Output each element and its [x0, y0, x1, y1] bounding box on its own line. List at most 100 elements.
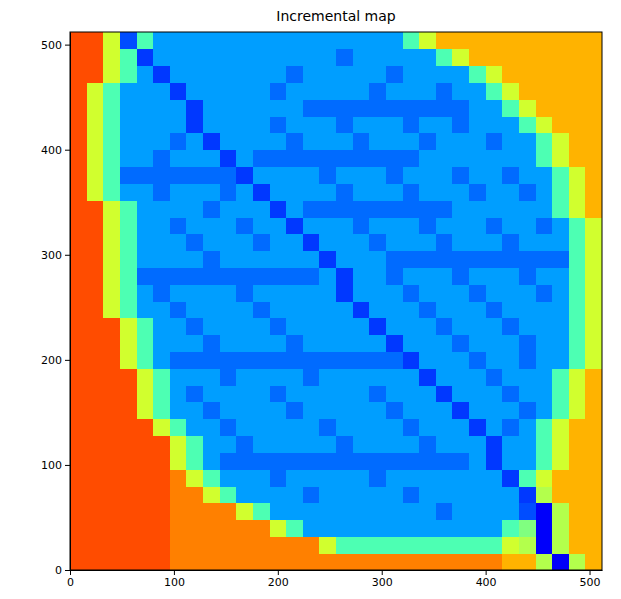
heatmap-cell — [452, 267, 469, 284]
x-tick-mark — [382, 570, 383, 575]
heatmap-cell — [569, 200, 586, 217]
heatmap-cell — [569, 318, 586, 335]
heatmap-cell — [70, 284, 87, 301]
heatmap-cell — [270, 503, 287, 520]
heatmap-cell — [203, 419, 220, 436]
heatmap-cell — [253, 503, 270, 520]
heatmap-cell — [419, 402, 436, 419]
heatmap-cell — [253, 318, 270, 335]
heatmap-cell — [286, 99, 303, 116]
heatmap-cell — [186, 368, 203, 385]
heatmap-cell — [253, 267, 270, 284]
heatmap-cell — [585, 402, 602, 419]
heatmap-cell — [353, 335, 370, 352]
heatmap-cell — [369, 553, 386, 570]
heatmap-cell — [70, 32, 87, 49]
heatmap-cell — [186, 301, 203, 318]
heatmap-cell — [303, 234, 320, 251]
heatmap-cell — [220, 368, 237, 385]
heatmap-cell — [519, 167, 536, 184]
heatmap-cell — [386, 183, 403, 200]
heatmap-cell — [319, 351, 336, 368]
heatmap-cell — [319, 335, 336, 352]
heatmap-cell — [236, 419, 253, 436]
heatmap-cell — [502, 183, 519, 200]
heatmap-cell — [236, 318, 253, 335]
heatmap-cell — [87, 251, 104, 268]
heatmap-cell — [286, 335, 303, 352]
heatmap-cell — [170, 351, 187, 368]
heatmap-cell — [319, 318, 336, 335]
heatmap-cell — [253, 368, 270, 385]
heatmap-cell — [286, 452, 303, 469]
heatmap-cell — [137, 335, 154, 352]
heatmap-cell — [319, 49, 336, 66]
heatmap-cell — [270, 99, 287, 116]
heatmap-cell — [120, 82, 137, 99]
heatmap-cell — [486, 82, 503, 99]
heatmap-cell — [236, 436, 253, 453]
heatmap-cell — [137, 301, 154, 318]
heatmap-cell — [137, 99, 154, 116]
heatmap-cell — [137, 32, 154, 49]
heatmap-cell — [469, 167, 486, 184]
heatmap-cell — [220, 553, 237, 570]
heatmap-cell — [270, 301, 287, 318]
heatmap-cell — [519, 503, 536, 520]
heatmap-cell — [319, 183, 336, 200]
heatmap-cell — [369, 133, 386, 150]
heatmap-cell — [87, 553, 104, 570]
heatmap-cell — [436, 32, 453, 49]
heatmap-cell — [469, 318, 486, 335]
heatmap-cell — [319, 469, 336, 486]
heatmap-cell — [236, 486, 253, 503]
heatmap-cell — [486, 217, 503, 234]
heatmap-cell — [253, 385, 270, 402]
heatmap-cell — [270, 167, 287, 184]
heatmap-cell — [203, 436, 220, 453]
heatmap-cell — [236, 503, 253, 520]
heatmap-cell — [170, 301, 187, 318]
heatmap-cell — [120, 385, 137, 402]
heatmap-cell — [469, 335, 486, 352]
heatmap-cell — [403, 452, 420, 469]
heatmap-cell — [502, 486, 519, 503]
heatmap-cell — [419, 351, 436, 368]
heatmap-cell — [353, 267, 370, 284]
heatmap-cell — [552, 318, 569, 335]
heatmap-cell — [236, 335, 253, 352]
heatmap-cell — [87, 486, 104, 503]
heatmap-cell — [103, 452, 120, 469]
heatmap-cell — [203, 217, 220, 234]
heatmap-cell — [270, 234, 287, 251]
heatmap-cell — [552, 133, 569, 150]
heatmap-cell — [70, 267, 87, 284]
heatmap-cell — [419, 520, 436, 537]
heatmap-cell — [87, 318, 104, 335]
heatmap-cell — [403, 503, 420, 520]
heatmap-cell — [569, 167, 586, 184]
heatmap-cell — [319, 368, 336, 385]
heatmap-cell — [536, 351, 553, 368]
heatmap-cell — [585, 368, 602, 385]
heatmap-cell — [137, 217, 154, 234]
heatmap-cell — [519, 32, 536, 49]
heatmap-cell — [419, 49, 436, 66]
heatmap-cell — [70, 536, 87, 553]
heatmap-cell — [203, 116, 220, 133]
heatmap-cell — [186, 469, 203, 486]
heatmap-cell — [319, 217, 336, 234]
heatmap-cell — [386, 419, 403, 436]
heatmap-cell — [303, 536, 320, 553]
y-tick-label: 100 — [41, 459, 62, 472]
heatmap-cell — [419, 301, 436, 318]
heatmap-cell — [186, 183, 203, 200]
heatmap-cell — [336, 536, 353, 553]
heatmap-cell — [203, 99, 220, 116]
x-tick-label: 300 — [372, 576, 393, 589]
heatmap-cell — [452, 419, 469, 436]
heatmap-cell — [469, 469, 486, 486]
heatmap-cell — [286, 486, 303, 503]
heatmap-cell — [502, 49, 519, 66]
heatmap-cell — [536, 520, 553, 537]
